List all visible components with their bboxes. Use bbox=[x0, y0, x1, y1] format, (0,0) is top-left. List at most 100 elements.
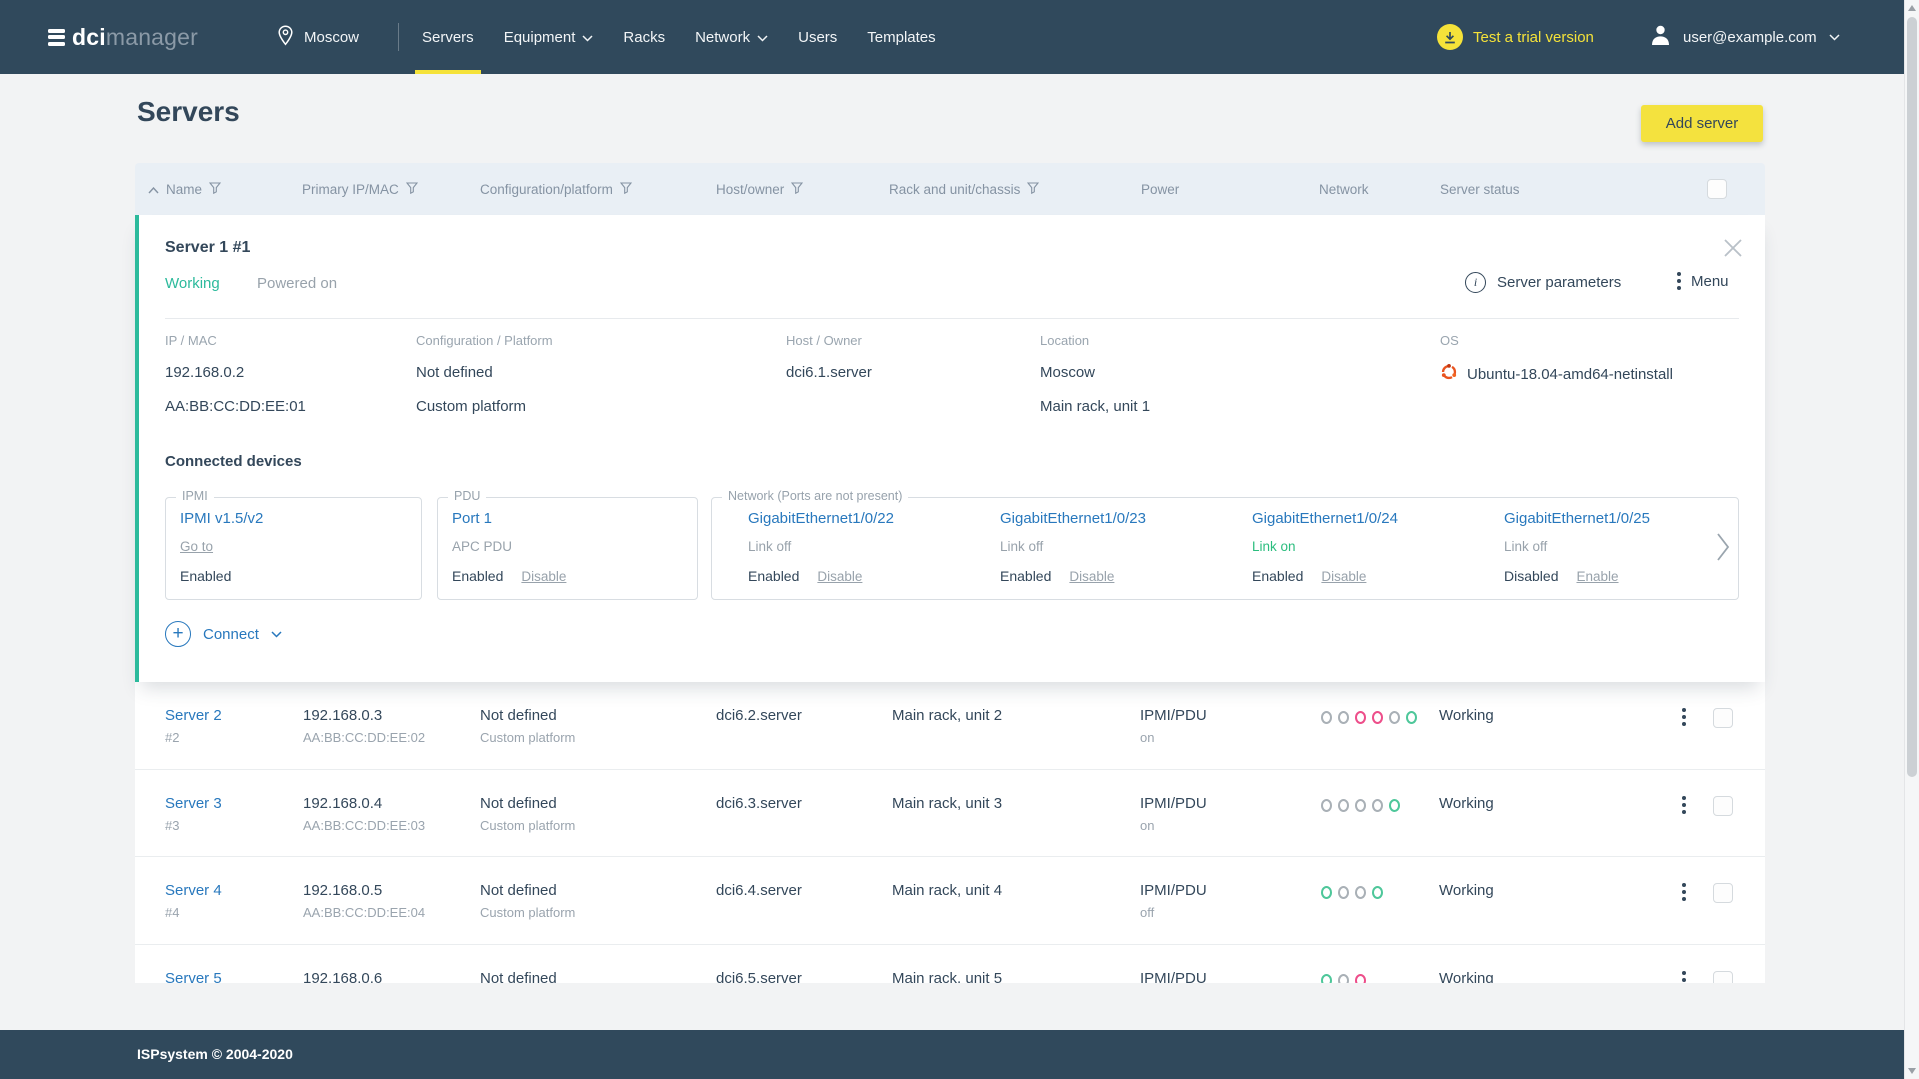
device-model-label: APC PDU bbox=[452, 539, 513, 554]
scroll-down-button[interactable] bbox=[1908, 1068, 1916, 1074]
port-status-dots bbox=[1321, 973, 1366, 983]
detail-value: dci6.1.server bbox=[786, 363, 872, 382]
ports-scroll-next-button[interactable] bbox=[1716, 532, 1730, 567]
server-table-body: Server 2 #2 192.168.0.3 AA:BB:CC:DD:EE:02 No… bbox=[135, 682, 1765, 983]
table-header: Name Primary IP/MAC Configuration/platform… bbox=[135, 163, 1765, 215]
server-name-link[interactable]: Server 2 bbox=[165, 707, 222, 724]
row-menu-button[interactable] bbox=[1680, 706, 1688, 728]
row-checkbox[interactable] bbox=[1713, 795, 1733, 816]
header-cell-rack-and-unit-chassis[interactable]: Rack and unit/chassis bbox=[889, 163, 1040, 215]
nav-item-label: Servers bbox=[422, 28, 474, 46]
detail-value: AA:BB:CC:DD:EE:01 bbox=[165, 397, 306, 416]
port-name-link[interactable]: GigabitEthernet1/0/22 bbox=[748, 510, 894, 527]
port-status-dots bbox=[1321, 886, 1383, 899]
detail-label: OS bbox=[1440, 333, 1459, 348]
server-id: #2 bbox=[165, 730, 180, 745]
detail-value: 192.168.0.2 bbox=[165, 363, 306, 382]
header-label: Server status bbox=[1440, 181, 1520, 197]
detail-value-text: AA:BB:CC:DD:EE:01 bbox=[165, 398, 306, 415]
port-status-dot bbox=[1355, 886, 1366, 899]
server-name-link[interactable]: Server 5 bbox=[165, 969, 222, 984]
filter-icon[interactable] bbox=[208, 181, 222, 197]
port-name-link[interactable]: GigabitEthernet1/0/24 bbox=[1252, 510, 1398, 527]
row-menu-button[interactable] bbox=[1680, 794, 1688, 816]
nav-item-users[interactable]: Users bbox=[798, 0, 837, 74]
connect-button[interactable]: + Connect bbox=[165, 621, 282, 647]
port-name-link[interactable]: GigabitEthernet1/0/25 bbox=[1504, 510, 1650, 527]
mac-value: AA:BB:CC:DD:EE:03 bbox=[303, 817, 426, 833]
pdu-box: PDU Port 1 APC PDU Enabled Disable bbox=[437, 489, 698, 600]
nav-item-templates[interactable]: Templates bbox=[867, 0, 935, 74]
nav-bar: dcimanager Moscow Servers Equipment Racks N… bbox=[0, 0, 1919, 74]
header-cell-name[interactable]: Name bbox=[148, 163, 222, 215]
user-menu[interactable]: user@example.com bbox=[1650, 0, 1840, 74]
location-selector[interactable]: Moscow bbox=[277, 0, 359, 74]
detail-value-text: Not defined bbox=[416, 364, 493, 381]
nav-item-equipment[interactable]: Equipment bbox=[504, 0, 594, 74]
chevron-down-icon bbox=[1829, 28, 1840, 46]
server-parameters-label: Server parameters bbox=[1497, 274, 1622, 291]
device-name-link[interactable]: Port 1 bbox=[452, 510, 493, 527]
port-toggle-link[interactable]: Disable bbox=[1321, 569, 1367, 584]
detail-value: Main rack, unit 1 bbox=[1040, 397, 1150, 416]
nav-item-servers[interactable]: Servers bbox=[415, 0, 481, 74]
nav-item-label: Racks bbox=[623, 28, 666, 46]
row-checkbox[interactable] bbox=[1713, 708, 1733, 728]
power-value: IPMI/PDU bbox=[1140, 969, 1207, 984]
detail-value: Custom platform bbox=[416, 397, 553, 416]
port-status-dot bbox=[1338, 711, 1349, 724]
port-name-link[interactable]: GigabitEthernet1/0/23 bbox=[1000, 510, 1146, 527]
scroll-up-button[interactable] bbox=[1908, 5, 1916, 11]
port-toggle-link[interactable]: Disable bbox=[817, 569, 863, 584]
server-name-link[interactable]: Server 4 bbox=[165, 882, 222, 899]
status-value: Working bbox=[1439, 882, 1494, 899]
server-name-link[interactable]: Server 3 bbox=[165, 794, 222, 812]
port-toggle-link[interactable]: Enable bbox=[1576, 569, 1619, 584]
server-parameters-button[interactable]: i Server parameters bbox=[1465, 272, 1621, 293]
filter-icon[interactable] bbox=[405, 181, 418, 197]
sort-asc-icon[interactable] bbox=[148, 182, 159, 197]
nav-item-racks[interactable]: Racks bbox=[623, 0, 665, 74]
close-button[interactable] bbox=[1722, 237, 1744, 259]
header-cell-primary-ip-mac[interactable]: Primary IP/MAC bbox=[302, 163, 418, 215]
header-cell-host-owner[interactable]: Host/owner bbox=[716, 163, 804, 215]
row-menu-button[interactable] bbox=[1680, 881, 1688, 903]
select-all-checkbox[interactable] bbox=[1707, 179, 1727, 199]
filter-icon[interactable] bbox=[619, 181, 632, 197]
port-link-state: Link on bbox=[1252, 539, 1296, 554]
port-state: Enabled bbox=[1252, 568, 1304, 584]
nav-item-network[interactable]: Network bbox=[695, 0, 768, 74]
filter-icon[interactable] bbox=[791, 181, 804, 197]
row-checkbox[interactable] bbox=[1713, 970, 1733, 983]
device-toggle-link[interactable]: Disable bbox=[521, 569, 567, 584]
add-server-button[interactable]: Add server bbox=[1641, 105, 1763, 142]
kebab-icon bbox=[1682, 970, 1686, 984]
connect-label: Connect bbox=[203, 625, 259, 643]
row-checkbox[interactable] bbox=[1713, 883, 1733, 903]
detail-column: IP / MAC 192.168.0.2 AA:BB:CC:DD:EE:01 bbox=[165, 333, 306, 431]
status-value: Working bbox=[1439, 707, 1494, 724]
scroll-thumb[interactable] bbox=[1907, 17, 1917, 777]
port-state-row: Enabled Disable bbox=[748, 568, 862, 584]
detail-value-text: Custom platform bbox=[416, 398, 527, 415]
goto-link[interactable]: Go to bbox=[180, 539, 214, 554]
port-status-dot bbox=[1338, 798, 1349, 812]
server-row: Server 4 #4 192.168.0.5 AA:BB:CC:DD:EE:04 No… bbox=[135, 857, 1765, 945]
card-menu-button[interactable]: Menu bbox=[1677, 272, 1729, 290]
scrollbar[interactable] bbox=[1904, 0, 1919, 1079]
filter-icon[interactable] bbox=[1027, 181, 1040, 197]
kebab-icon bbox=[1682, 883, 1686, 901]
row-menu-button[interactable] bbox=[1680, 969, 1688, 984]
trial-button[interactable]: Test a trial version bbox=[1437, 0, 1594, 74]
port-state-row: Enabled Disable bbox=[1252, 568, 1366, 584]
port-link-state: Link off bbox=[748, 539, 792, 554]
config-value: Not defined bbox=[480, 707, 557, 724]
device-legend: PDU bbox=[448, 489, 487, 503]
brand-logo[interactable]: dcimanager bbox=[48, 0, 198, 74]
port-toggle-link[interactable]: Disable bbox=[1069, 569, 1115, 584]
header-cell-configuration-platform[interactable]: Configuration/platform bbox=[480, 163, 632, 215]
device-name-link[interactable]: IPMI v1.5/v2 bbox=[180, 510, 264, 527]
port-status-dot bbox=[1355, 973, 1366, 983]
server-row: Server 3 #3 192.168.0.4 AA:BB:CC:DD:EE:03 No… bbox=[135, 769, 1765, 857]
mac-value: AA:BB:CC:DD:EE:04 bbox=[303, 905, 426, 920]
